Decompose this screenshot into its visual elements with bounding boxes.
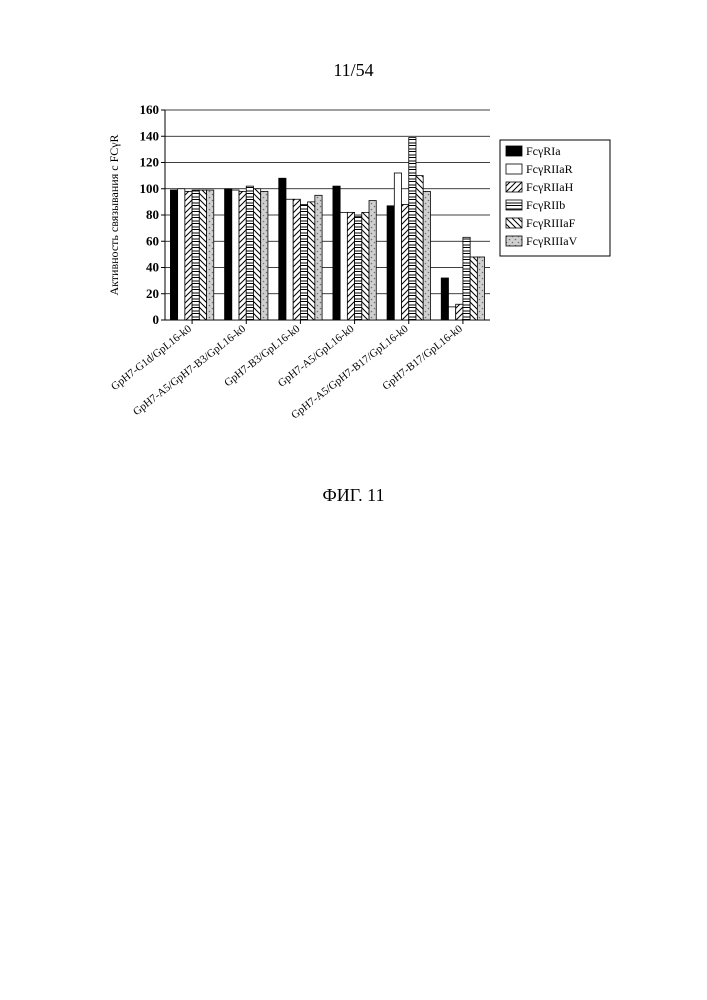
bar	[416, 176, 423, 320]
bar	[369, 201, 376, 320]
bar	[315, 195, 322, 320]
bar	[192, 190, 199, 320]
legend-label: FcγRIIaR	[526, 162, 573, 176]
page-number: 11/54	[0, 60, 707, 81]
bar	[347, 212, 354, 320]
bar	[463, 237, 470, 320]
bar	[402, 205, 409, 321]
legend-swatch	[506, 146, 522, 156]
bar	[225, 189, 232, 320]
bar	[246, 186, 253, 320]
bar	[300, 205, 307, 321]
legend-swatch	[506, 200, 522, 210]
bar	[207, 190, 214, 320]
legend-swatch	[506, 164, 522, 174]
svg-text:140: 140	[140, 128, 160, 143]
legend-label: FcγRIa	[526, 144, 561, 158]
legend-label: FcγRIIaH	[526, 180, 574, 194]
svg-text:100: 100	[140, 181, 160, 196]
bar	[286, 199, 293, 320]
svg-text:120: 120	[140, 155, 160, 170]
legend-swatch	[506, 182, 522, 192]
bar	[456, 304, 463, 320]
legend-label: FcγRIIIaF	[526, 216, 576, 230]
bar	[199, 190, 206, 320]
bar	[239, 191, 246, 320]
bar	[279, 178, 286, 320]
bar	[293, 199, 300, 320]
legend-label: FcγRIIIaV	[526, 234, 578, 248]
svg-text:20: 20	[146, 286, 159, 301]
bar	[423, 191, 430, 320]
legend-label: FcγRIIb	[526, 198, 565, 212]
figure-caption: ФИГ. 11	[0, 485, 707, 506]
bar	[170, 190, 177, 320]
x-axis-label: GpH7-A5/GpH7-B3/GpL16-k0	[131, 323, 249, 419]
x-axis-label: GpH7-A5/GpH7-B17/GpL16-k0	[289, 323, 411, 422]
legend-swatch	[506, 218, 522, 228]
bar	[387, 206, 394, 320]
bar	[333, 186, 340, 320]
legend-swatch	[506, 236, 522, 246]
bar	[232, 190, 239, 320]
binding-activity-bar-chart: 020406080100120140160GpH7-G1d/GpL16-k0Gp…	[100, 100, 620, 460]
page: 11/54 ФИГ. 11 0 20 40 60 80 100 120 140 160 GpH7-…	[0, 0, 707, 1000]
bar	[362, 212, 369, 320]
bar	[308, 202, 315, 320]
bar	[340, 212, 347, 320]
bar	[448, 307, 455, 320]
svg-text:40: 40	[146, 260, 159, 275]
bar	[470, 257, 477, 320]
bar	[409, 138, 416, 320]
bar	[355, 216, 362, 320]
bar	[253, 189, 260, 320]
bar	[477, 257, 484, 320]
bar	[185, 191, 192, 320]
svg-text:80: 80	[146, 207, 159, 222]
bar	[261, 191, 268, 320]
svg-text:160: 160	[140, 102, 160, 117]
chart-region: 020406080100120140160GpH7-G1d/GpL16-k0Gp…	[100, 100, 620, 460]
y-axis-label: Активность связывания с FCγR	[107, 134, 121, 295]
bar	[178, 189, 185, 320]
svg-text:60: 60	[146, 233, 159, 248]
bar	[441, 278, 448, 320]
svg-text:0: 0	[153, 312, 160, 327]
bar	[394, 173, 401, 320]
